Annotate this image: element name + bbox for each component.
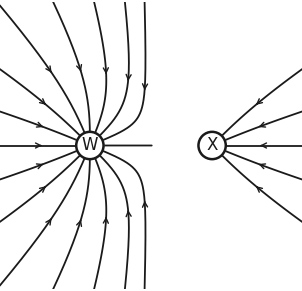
Text: X: X (207, 136, 218, 155)
Circle shape (76, 132, 104, 159)
Text: W: W (82, 136, 98, 155)
Circle shape (198, 132, 226, 159)
